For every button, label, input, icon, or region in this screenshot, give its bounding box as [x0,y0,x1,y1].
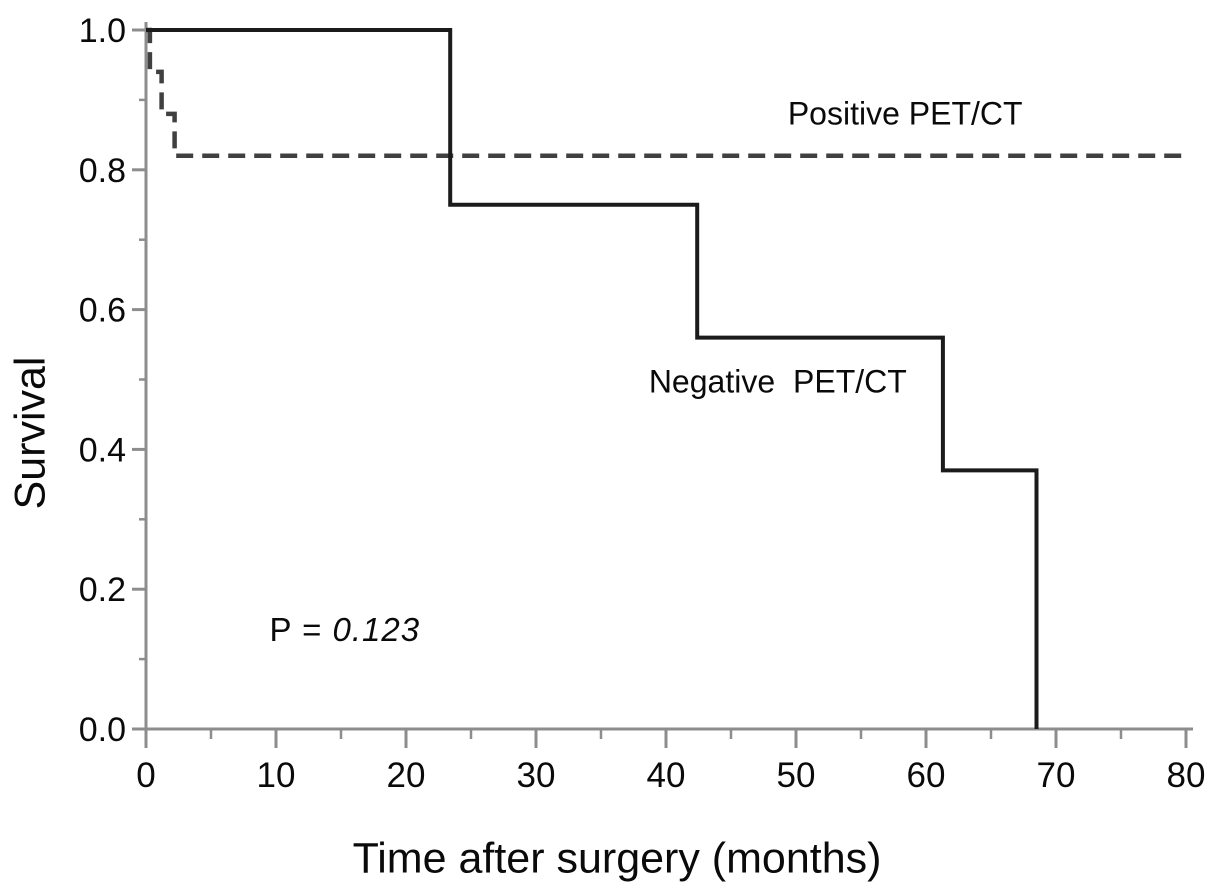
y-tick-label: 0.8 [79,152,126,190]
y-tick-label: 1.0 [79,12,126,50]
x-tick-label: 60 [907,756,946,795]
positive-petct-curve [146,27,1190,159]
x-tick-label: 20 [387,756,426,795]
x-tick-label: 30 [517,756,556,795]
x-tick-label: 70 [1037,756,1076,795]
x-tick-label: 40 [647,756,686,795]
x-tick-label: 80 [1167,756,1205,795]
y-tick-label: 0.6 [79,292,126,330]
x-tick-label: 0 [136,756,155,795]
x-tick-label: 50 [777,756,816,795]
y-tick-label: 0.0 [79,711,126,749]
y-tick-label: 0.4 [79,431,126,469]
x-tick-label: 10 [257,756,296,795]
negative-petct-curve [146,28,1039,729]
y-tick-label: 0.2 [79,571,126,609]
